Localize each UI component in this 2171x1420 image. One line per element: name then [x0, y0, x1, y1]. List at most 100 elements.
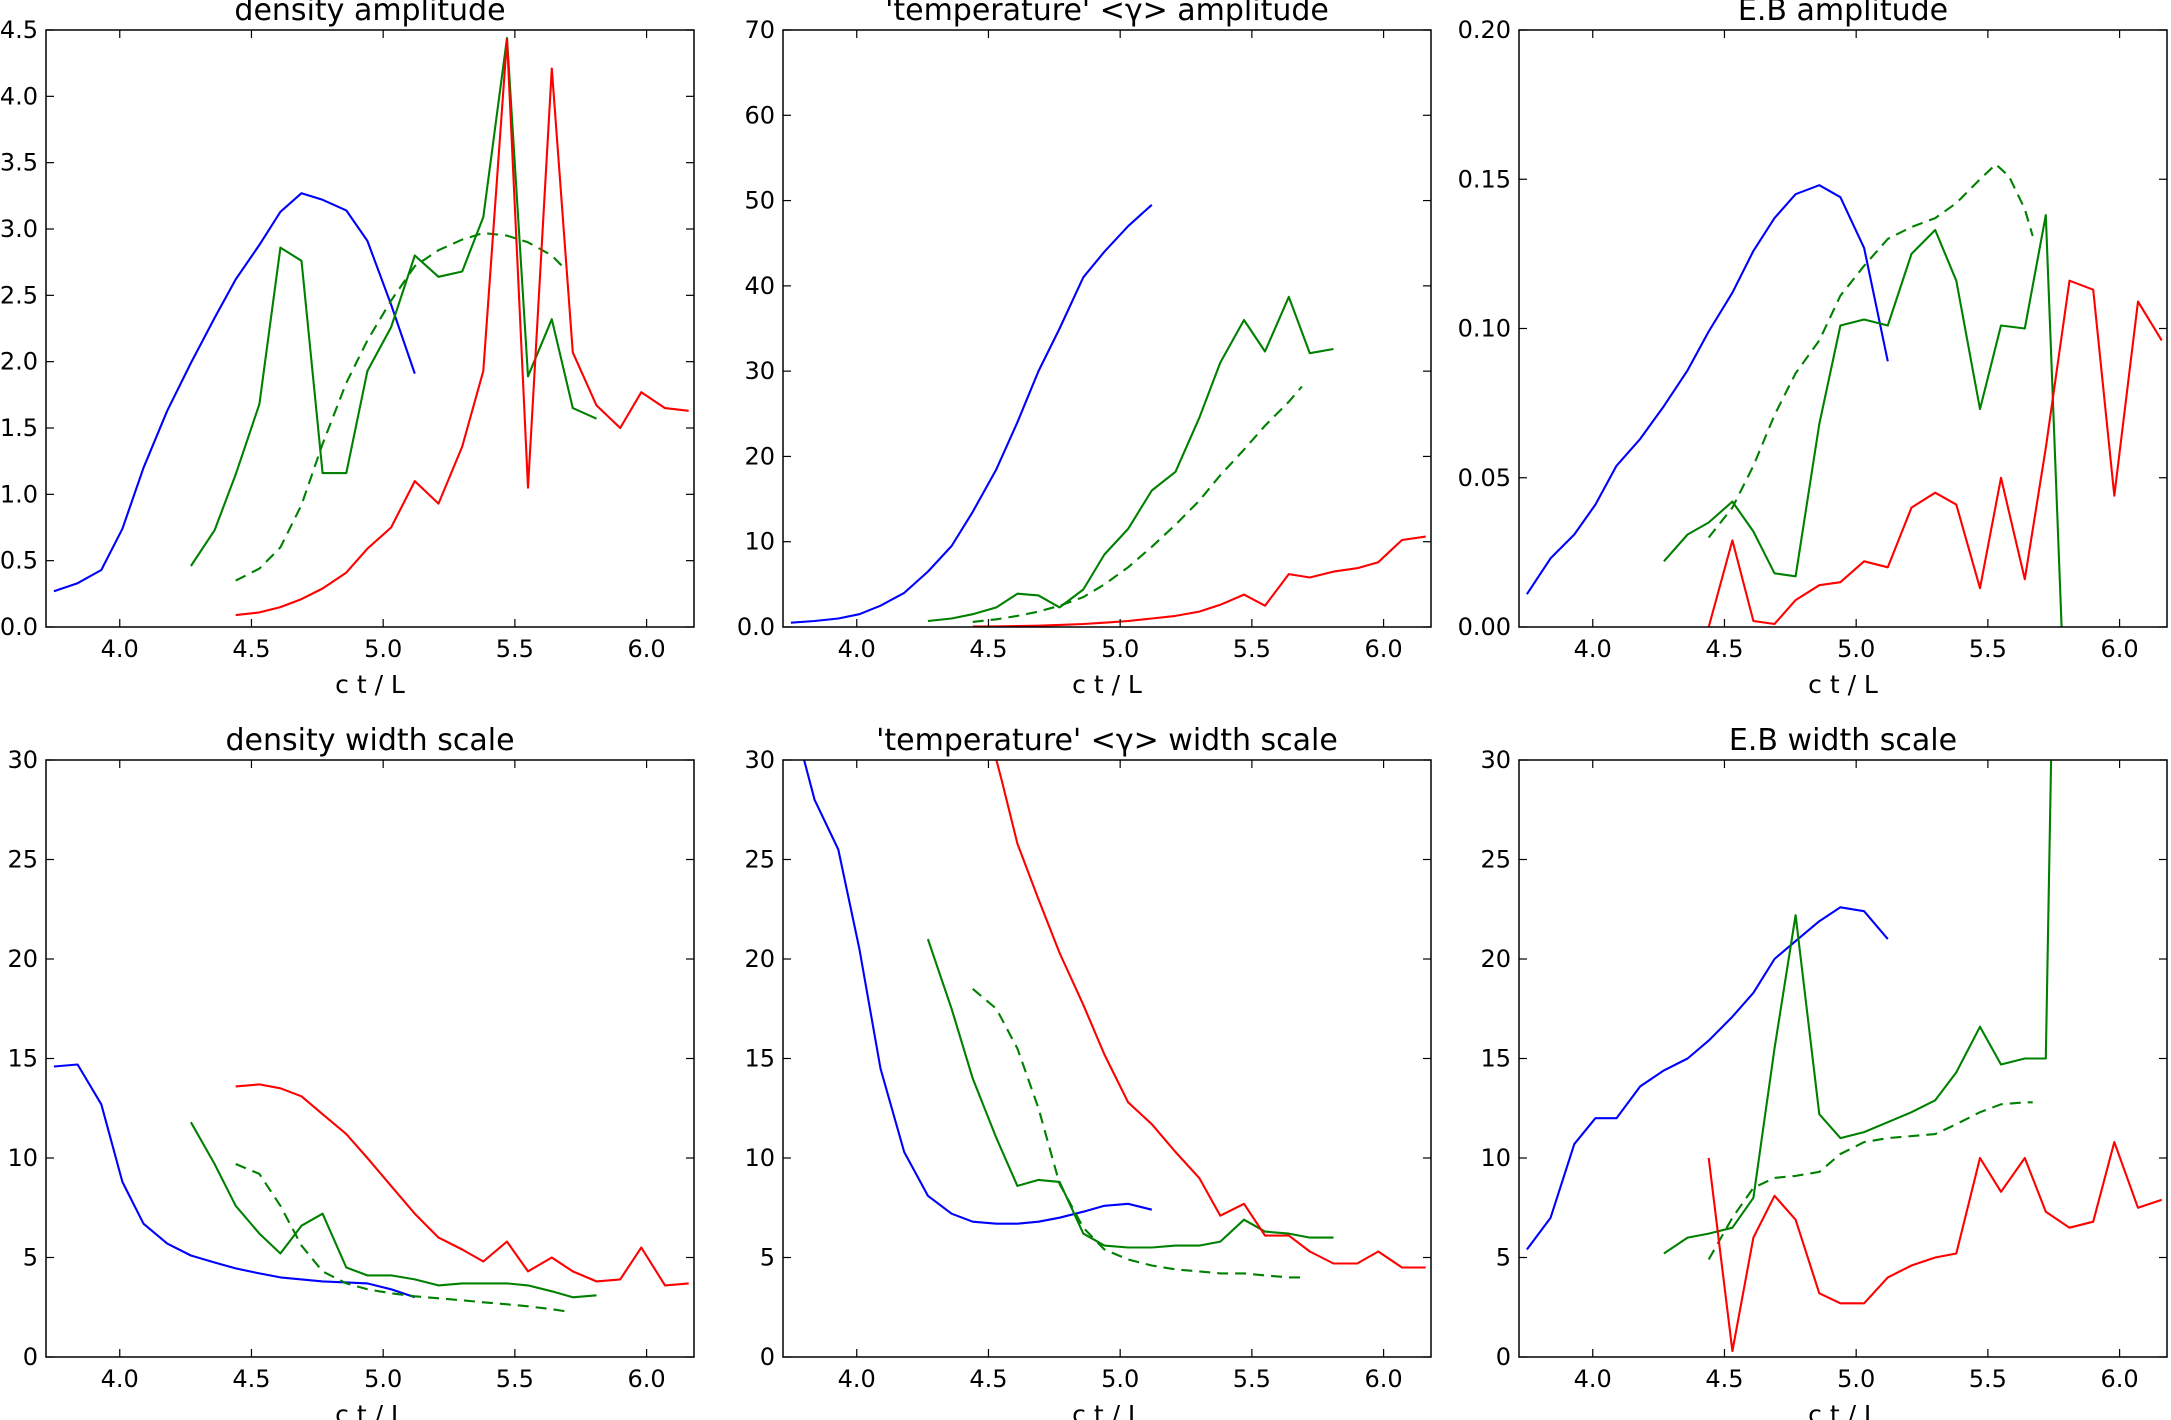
- x-axis-label: c t / L: [1072, 1400, 1142, 1420]
- series-line-red-solid: [235, 1083, 689, 1287]
- x-axis-label: c t / L: [335, 1400, 405, 1420]
- y-tick-label: 40: [744, 272, 775, 300]
- x-tick-label: 5.0: [1101, 635, 1139, 663]
- series-line-green-solid: [1663, 214, 2063, 627]
- x-axis-label: c t / L: [1808, 670, 1878, 699]
- x-tick-label: 5.0: [1101, 1365, 1139, 1393]
- y-tick-label: 25: [1480, 846, 1511, 874]
- x-tick-label: 5.0: [364, 635, 402, 663]
- series-line-green-dashed: [972, 385, 1303, 623]
- series-line-green-solid: [927, 295, 1334, 623]
- series-line-green-solid: [189, 1121, 597, 1299]
- x-axis-label: c t / L: [1072, 670, 1142, 699]
- series-line-green-solid: [926, 938, 1334, 1249]
- x-tick-label: 5.0: [364, 1365, 402, 1393]
- x-tick-label: 4.0: [838, 635, 876, 663]
- series-line-green-dashed: [1707, 163, 2034, 539]
- x-tick-label: 5.0: [1837, 1365, 1875, 1393]
- x-axis-label: c t / L: [1808, 1400, 1878, 1420]
- series-line-blue-solid: [790, 204, 1153, 624]
- y-tick-label: 4.5: [0, 16, 38, 44]
- series-line-green-solid: [1663, 760, 2053, 1255]
- x-tick-label: 6.0: [1364, 635, 1402, 663]
- x-tick-label: 5.5: [496, 1365, 534, 1393]
- y-tick-label: 0: [23, 1343, 38, 1371]
- y-tick-label: 1.0: [0, 480, 38, 508]
- series-line-green-dashed: [235, 1163, 566, 1313]
- plot-frame: [45, 29, 695, 628]
- x-tick-label: 5.5: [496, 635, 534, 663]
- y-tick-label: 20: [7, 945, 38, 973]
- x-tick-label: 5.5: [1233, 635, 1271, 663]
- y-tick-label: 15: [744, 1045, 775, 1073]
- y-tick-label: 4.0: [0, 82, 38, 110]
- series-group: [53, 36, 689, 617]
- series-line-blue-solid: [1526, 906, 1889, 1251]
- panel-eb-width-scale: E.B width scale c t / L 4.0 4.5 5.0 5.5 6.0 0…: [1480, 723, 2168, 1420]
- y-tick-label: 2.0: [0, 348, 38, 376]
- y-tick-label: 3.0: [0, 215, 38, 243]
- series-line-red-solid: [1707, 279, 2163, 627]
- plot-frame: [45, 759, 695, 1358]
- x-tick-label: 5.0: [1837, 635, 1875, 663]
- y-tick-label: 5: [1496, 1244, 1511, 1272]
- y-tick-label: 0: [1496, 1343, 1511, 1371]
- y-tick-label: 1.5: [0, 414, 38, 442]
- y-tick-label: 2.5: [0, 281, 38, 309]
- series-line-blue-solid: [53, 192, 416, 593]
- x-tick-label: 4.0: [838, 1365, 876, 1393]
- plot-frame: [1518, 29, 2168, 628]
- x-tick-label: 4.0: [101, 635, 139, 663]
- y-tick-label: 10: [744, 1144, 775, 1172]
- series-group: [790, 204, 1426, 627]
- y-tick-label: 0.15: [1458, 165, 1511, 193]
- y-tick-label: 25: [744, 846, 775, 874]
- panel-density-width-scale: density width scale c t / L 4.0 4.5 5.0 5.5…: [7, 723, 695, 1420]
- y-tick-label: 30: [1480, 746, 1511, 774]
- panel-eb-amplitude: E.B amplitude c t / L 4.0 4.5 5.0 5.5 6.0 0.0…: [1458, 0, 2168, 699]
- series-line-red-solid: [972, 535, 1426, 627]
- y-tick-label: 15: [7, 1045, 38, 1073]
- y-tick-label: 0.05: [1458, 464, 1511, 492]
- x-tick-label: 6.0: [1364, 1365, 1402, 1393]
- y-tick-label: 30: [744, 746, 775, 774]
- x-tick-label: 5.5: [1969, 635, 2007, 663]
- series-line-red-solid: [995, 760, 1426, 1269]
- series-line-green-dashed: [235, 231, 566, 582]
- y-tick-label: 0.5: [0, 547, 38, 575]
- x-axis-label: c t / L: [335, 670, 405, 699]
- y-tick-label: 20: [744, 442, 775, 470]
- x-tick-label: 4.5: [1705, 635, 1743, 663]
- y-tick-label: 0.00: [1458, 613, 1511, 641]
- chart-title: 'temperature' <γ> amplitude: [885, 0, 1329, 28]
- y-tick-label: 0.20: [1458, 16, 1511, 44]
- series-group: [803, 760, 1426, 1279]
- x-tick-label: 5.5: [1969, 1365, 2007, 1393]
- series-group: [53, 1063, 689, 1313]
- chart-title: E.B amplitude: [1738, 0, 1948, 28]
- chart-title: E.B width scale: [1729, 723, 1957, 758]
- y-tick-label: 10: [7, 1144, 38, 1172]
- y-tick-label: 5: [760, 1244, 775, 1272]
- y-tick-label: 30: [744, 357, 775, 385]
- series-group: [1526, 760, 2163, 1353]
- series-line-blue-solid: [53, 1063, 416, 1299]
- x-tick-label: 4.5: [232, 1365, 270, 1393]
- x-tick-label: 5.5: [1233, 1365, 1271, 1393]
- x-tick-label: 4.5: [969, 635, 1007, 663]
- y-tick-label: 5: [23, 1244, 38, 1272]
- x-tick-label: 4.5: [1705, 1365, 1743, 1393]
- y-tick-label: 30: [7, 746, 38, 774]
- x-tick-label: 6.0: [627, 1365, 665, 1393]
- y-tick-label: 0.0: [0, 613, 38, 641]
- x-tick-label: 4.0: [101, 1365, 139, 1393]
- y-tick-label: 0: [760, 1343, 775, 1371]
- y-tick-label: 0.10: [1458, 315, 1511, 343]
- series-line-blue-solid: [1526, 184, 1889, 595]
- series-group: [1526, 163, 2163, 627]
- series-line-blue-solid: [803, 760, 1153, 1225]
- x-tick-label: 6.0: [2100, 635, 2138, 663]
- plot-frame: [782, 29, 1432, 628]
- panel-temperature-amplitude: 'temperature' <γ> amplitude c t / L 4.0 4…: [737, 0, 1432, 699]
